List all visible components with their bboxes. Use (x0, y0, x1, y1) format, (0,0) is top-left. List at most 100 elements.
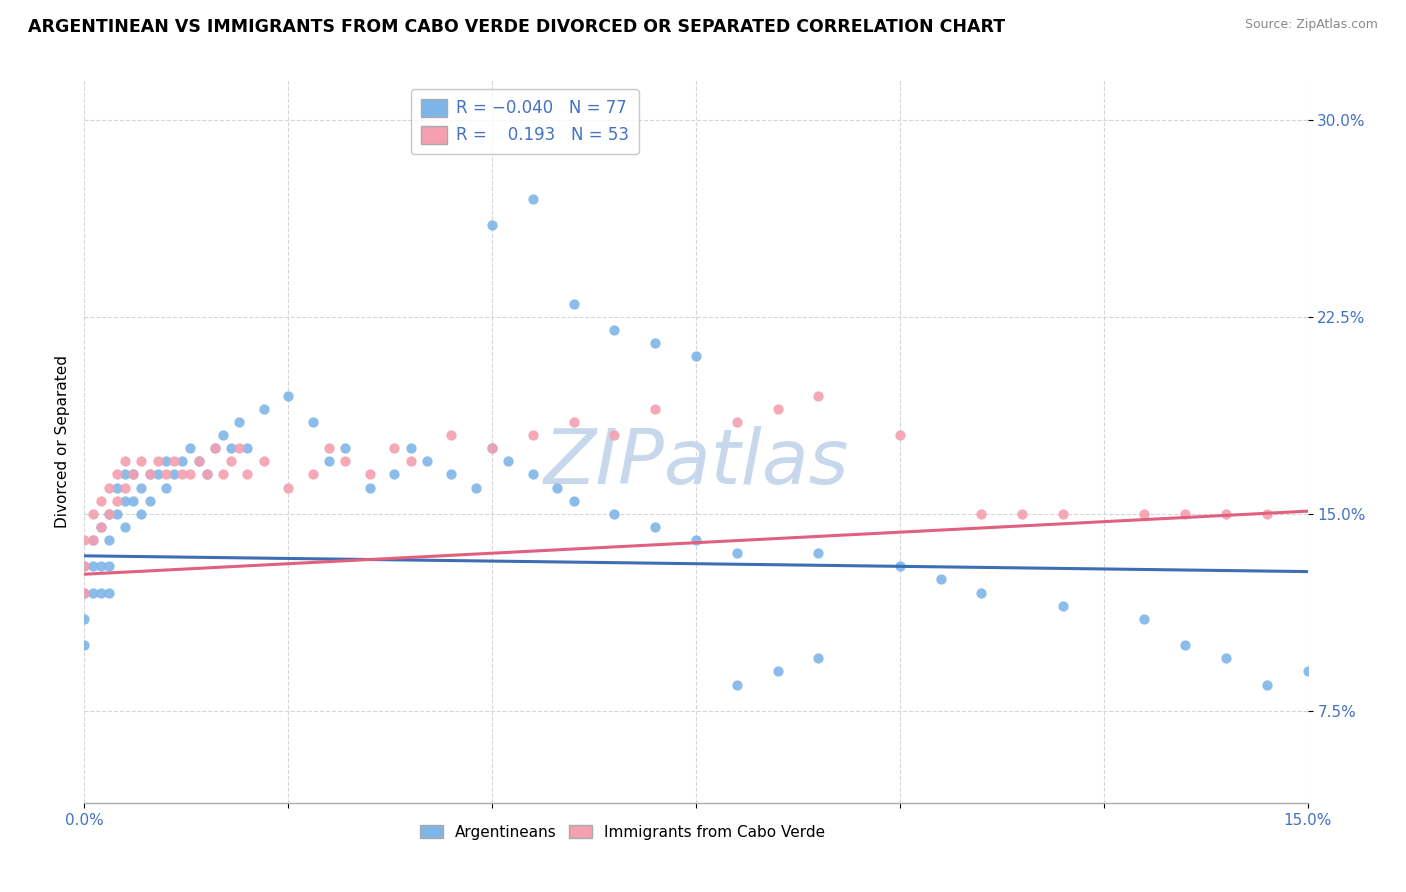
Point (464, 481, 486, 495)
Point (179, 441, 201, 455)
Point (359, 467, 381, 482)
Point (603, 428, 626, 442)
Point (562, 493, 585, 508)
Point (807, 546, 830, 560)
Point (644, 401, 666, 416)
Point (644, 520, 666, 534)
Point (970, 507, 993, 521)
Point (1133, 507, 1156, 521)
Point (301, 467, 323, 482)
Point (1052, 599, 1074, 613)
Point (146, 454, 169, 468)
Point (138, 467, 160, 482)
Point (195, 467, 218, 482)
Point (204, 441, 226, 455)
Point (155, 467, 177, 482)
Point (105, 481, 128, 495)
Point (481, 441, 503, 455)
Point (399, 454, 422, 468)
Point (97, 559, 120, 574)
Point (212, 467, 235, 482)
Point (562, 415, 585, 429)
Point (440, 467, 463, 482)
Point (236, 467, 259, 482)
Point (522, 192, 544, 206)
Point (73, 533, 96, 547)
Point (122, 467, 145, 482)
Point (228, 415, 250, 429)
Point (382, 441, 405, 455)
Point (603, 323, 626, 337)
Point (146, 467, 169, 482)
Point (644, 336, 666, 351)
Point (481, 441, 503, 455)
Point (155, 454, 177, 468)
Point (1296, 665, 1319, 679)
Point (1256, 507, 1278, 521)
Point (114, 467, 136, 482)
Point (179, 467, 201, 482)
Point (253, 454, 276, 468)
Point (73, 612, 96, 626)
Point (155, 481, 177, 495)
Point (138, 493, 160, 508)
Point (725, 546, 748, 560)
Point (1174, 507, 1197, 521)
Point (1215, 507, 1237, 521)
Point (219, 441, 242, 455)
Point (82, 533, 104, 547)
Point (73, 559, 96, 574)
Point (725, 415, 748, 429)
Point (766, 401, 789, 416)
Point (97, 533, 120, 547)
Point (73, 559, 96, 574)
Point (90, 493, 112, 508)
Point (97, 481, 120, 495)
Point (90, 520, 112, 534)
Point (481, 218, 503, 232)
Point (1133, 612, 1156, 626)
Point (131, 454, 153, 468)
Point (603, 507, 626, 521)
Point (359, 481, 381, 495)
Point (335, 454, 357, 468)
Point (90, 520, 112, 534)
Point (131, 481, 153, 495)
Point (498, 454, 520, 468)
Point (807, 388, 830, 402)
Point (1052, 507, 1074, 521)
Point (82, 507, 104, 521)
Text: Source: ZipAtlas.com: Source: ZipAtlas.com (1244, 18, 1378, 31)
Point (82, 533, 104, 547)
Point (1174, 638, 1197, 652)
Point (522, 428, 544, 442)
Point (807, 651, 830, 665)
Point (204, 441, 226, 455)
Point (195, 467, 218, 482)
Point (187, 454, 209, 468)
Point (301, 415, 323, 429)
Point (90, 559, 112, 574)
Point (163, 467, 186, 482)
Point (163, 454, 186, 468)
Point (318, 454, 340, 468)
Point (399, 441, 422, 455)
Point (90, 585, 112, 599)
Point (73, 638, 96, 652)
Point (236, 441, 259, 455)
Point (114, 481, 136, 495)
Point (889, 428, 911, 442)
Point (277, 481, 299, 495)
Point (131, 507, 153, 521)
Point (212, 428, 235, 442)
Point (82, 585, 104, 599)
Point (122, 467, 145, 482)
Point (228, 441, 250, 455)
Point (335, 441, 357, 455)
Point (114, 454, 136, 468)
Point (929, 573, 952, 587)
Point (253, 401, 276, 416)
Point (97, 585, 120, 599)
Point (725, 677, 748, 691)
Point (440, 428, 463, 442)
